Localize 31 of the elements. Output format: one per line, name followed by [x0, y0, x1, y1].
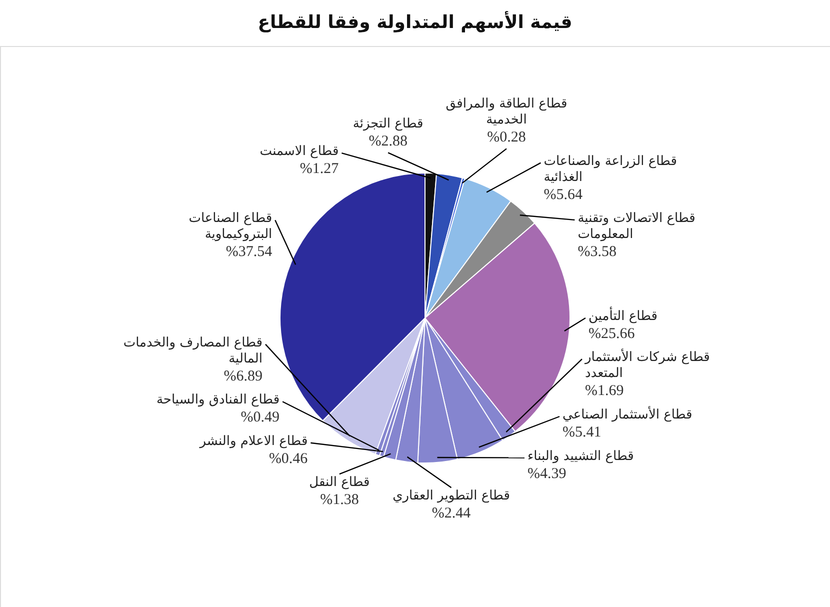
data-label: %1.69: [584, 383, 624, 400]
slice-label: قطاع الطاقة والمرافق الخدمية: [446, 96, 568, 128]
chart-title: قيمة الأسهم المتداولة وفقا للقطاع: [258, 11, 572, 33]
slice-label: قطاع التطوير العقاري: [392, 488, 510, 504]
data-label: %4.39: [528, 466, 566, 482]
data-label: %1.38: [320, 492, 359, 508]
slice-label: قطاع الاتصالات وتقنية المعلومات: [578, 210, 696, 242]
data-label: %1.27: [300, 161, 340, 178]
slice-label: قطاع التأمين: [588, 306, 658, 324]
slice-label: قطاع التجزئة: [352, 116, 424, 132]
slice-label: قطاع الفنادق والسياحة: [156, 392, 280, 408]
data-label: %37.54: [226, 244, 273, 260]
slice-label: قطاع المصارف والخدمات المالية: [123, 335, 262, 366]
slice-label: قطاع شركات الأستثمار المتعدد: [584, 348, 710, 382]
slice-label: قطاع الزراعة والصناعات الغذائية: [544, 154, 677, 185]
data-label: %5.41: [562, 424, 602, 440]
slice-label: قطاع التشييد والبناء: [528, 448, 634, 464]
slice-label: قطاع النقل: [309, 475, 370, 490]
slice-label: قطاع الأستثمار الصناعي: [562, 406, 692, 422]
data-label: %0.46: [268, 450, 308, 467]
data-label: %0.49: [240, 410, 280, 426]
slice-label: قطاع الصناعات البتروكيماوية: [188, 211, 272, 242]
slice-label: قطاع الاسمنت: [260, 144, 339, 160]
data-label: %5.64: [544, 186, 583, 203]
data-label: %0.28: [487, 130, 526, 146]
data-label: %6.89: [224, 368, 262, 384]
data-label: %2.88: [368, 134, 408, 150]
data-label: %3.58: [578, 244, 616, 260]
data-label: %2.44: [432, 506, 472, 522]
slice-label: قطاع الاعلام والنشر: [198, 434, 308, 449]
data-label: %25.66: [588, 326, 636, 342]
